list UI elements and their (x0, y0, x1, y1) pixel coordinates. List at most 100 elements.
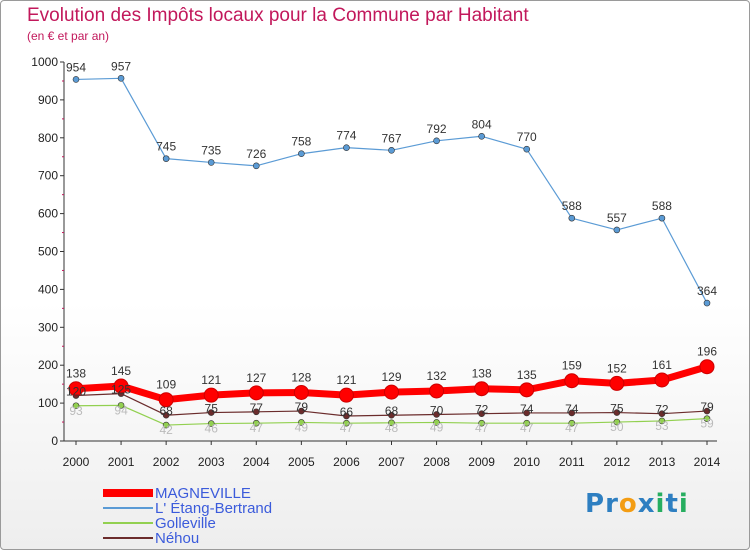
y-tick-label: 300 (38, 320, 58, 334)
data-label: 138 (66, 367, 86, 381)
data-point (72, 76, 80, 83)
data-label: 75 (205, 402, 219, 416)
data-point (568, 409, 576, 417)
data-point (252, 408, 260, 416)
data-label: 132 (427, 369, 447, 383)
data-label: 804 (472, 117, 492, 131)
data-label: 127 (246, 371, 266, 385)
data-label: 159 (562, 359, 582, 373)
x-tick-label: 2006 (333, 455, 360, 469)
data-label: 792 (427, 122, 447, 136)
y-tick-label: 700 (38, 169, 58, 183)
data-point (203, 387, 219, 403)
data-point (252, 419, 260, 427)
data-point (113, 378, 129, 394)
data-label: 767 (381, 131, 401, 145)
data-point (613, 226, 621, 234)
data-point (338, 387, 354, 403)
data-label: 145 (111, 364, 131, 378)
data-label: 94 (114, 403, 128, 417)
data-point (162, 411, 170, 419)
data-label: 77 (250, 401, 264, 415)
y-tick-label: 400 (38, 282, 58, 296)
proxiti-logo: Proxiti (585, 489, 689, 519)
data-label: 47 (475, 421, 489, 435)
data-point (433, 411, 440, 418)
x-tick-label: 2009 (468, 455, 495, 469)
data-label: 726 (246, 147, 266, 161)
logo-letter: i (655, 489, 666, 519)
data-label: 135 (517, 368, 537, 382)
data-point (654, 372, 670, 388)
data-label: 68 (159, 404, 173, 418)
data-point (523, 409, 531, 417)
y-tick-label: 200 (38, 358, 58, 372)
data-point (658, 214, 666, 222)
data-point (252, 162, 260, 170)
data-label: 68 (385, 404, 399, 418)
data-point (293, 384, 309, 400)
logo-letter: P (585, 489, 606, 519)
data-point (474, 381, 490, 397)
data-point (703, 299, 711, 307)
data-label: 957 (111, 59, 131, 73)
data-point (564, 373, 580, 389)
data-label: 75 (610, 402, 624, 416)
data-label: 129 (381, 370, 401, 384)
y-tick-label: 800 (38, 131, 58, 145)
legend-label: L' Étang-Bertrand (155, 500, 272, 517)
data-point (658, 410, 666, 418)
series-line (75, 77, 708, 304)
data-label: 47 (250, 421, 264, 435)
data-label: 50 (610, 420, 624, 434)
data-point (703, 415, 711, 422)
y-tick-label: 600 (38, 207, 58, 221)
data-label: 770 (517, 130, 537, 144)
data-label: 120 (66, 385, 86, 399)
data-label: 588 (562, 199, 582, 213)
data-label: 49 (430, 420, 444, 434)
x-tick-label: 2010 (513, 455, 540, 469)
data-label: 557 (607, 211, 627, 225)
data-label: 161 (652, 358, 672, 372)
data-label: 954 (66, 60, 86, 74)
x-tick-label: 2004 (243, 455, 270, 469)
logo-letter: r (605, 489, 619, 519)
legend-label: Néhou (155, 530, 199, 547)
data-label: 79 (295, 400, 309, 414)
x-tick-label: 2008 (423, 455, 450, 469)
y-tick-label: 900 (38, 93, 58, 107)
y-tick-label: 1000 (31, 55, 58, 69)
x-tick-label: 2012 (604, 455, 631, 469)
data-label: 125 (111, 383, 131, 397)
data-label: 152 (607, 361, 627, 375)
data-point (703, 407, 711, 415)
data-label: 74 (520, 402, 534, 416)
data-point (478, 410, 485, 418)
data-label: 138 (472, 367, 492, 381)
x-tick-label: 2014 (694, 455, 721, 469)
data-label: 46 (205, 422, 219, 436)
data-point (343, 412, 350, 420)
legend-label: Golleville (155, 515, 216, 532)
data-point (568, 214, 576, 222)
data-label: 72 (655, 403, 669, 417)
x-tick-label: 2005 (288, 455, 315, 469)
x-tick-label: 2001 (108, 455, 135, 469)
data-label: 121 (201, 373, 221, 387)
data-point (298, 407, 305, 415)
data-label: 93 (69, 404, 83, 418)
data-label: 109 (156, 378, 176, 392)
x-tick-label: 2002 (153, 455, 180, 469)
data-point (68, 381, 84, 397)
logo-letter: i (678, 489, 689, 519)
data-point (117, 402, 125, 409)
data-label: 128 (291, 370, 311, 384)
data-label: 49 (295, 420, 309, 434)
data-label: 735 (201, 143, 221, 157)
data-point (388, 419, 395, 427)
data-point (162, 421, 170, 429)
data-point (478, 419, 485, 427)
data-point (658, 417, 666, 425)
data-point (613, 409, 621, 416)
